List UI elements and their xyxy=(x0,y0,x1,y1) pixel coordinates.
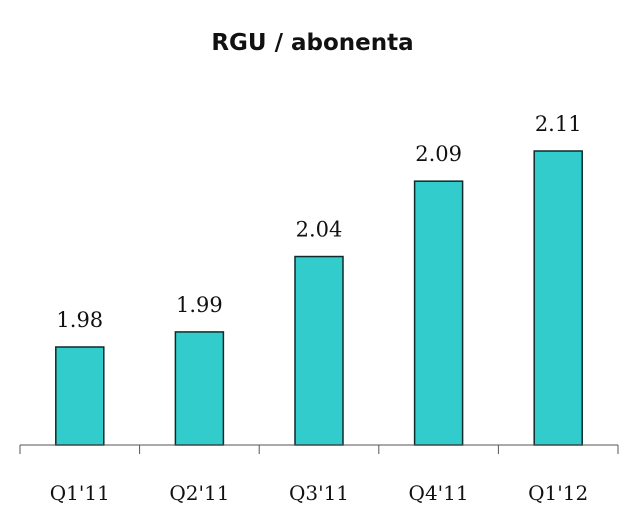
x-tick-label-2: Q3'11 xyxy=(289,481,349,505)
data-label-1: 1.99 xyxy=(176,293,223,317)
bar-3 xyxy=(413,180,464,446)
bars-layer xyxy=(55,150,583,446)
data-label-3: 2.09 xyxy=(415,142,462,166)
bar-1 xyxy=(174,331,225,446)
bar-2 xyxy=(294,255,344,446)
chart-title: RGU / abonenta xyxy=(211,30,414,56)
x-tick-label-0: Q1'11 xyxy=(50,481,110,505)
data-labels-layer: 1.98 1.99 2.04 2.09 2.11 xyxy=(56,112,581,332)
data-label-4: 2.11 xyxy=(535,112,582,136)
x-tick-label-1: Q2'11 xyxy=(169,481,229,505)
x-axis: Q1'11 Q2'11 Q3'11 Q4'11 Q1'12 xyxy=(19,444,619,505)
bar-4 xyxy=(533,150,583,446)
x-tick-label-3: Q4'11 xyxy=(409,481,469,505)
data-label-0: 1.98 xyxy=(56,308,103,332)
x-tick-label-4: Q1'12 xyxy=(528,481,588,505)
data-label-2: 2.04 xyxy=(296,218,343,242)
bar-0 xyxy=(55,346,105,446)
